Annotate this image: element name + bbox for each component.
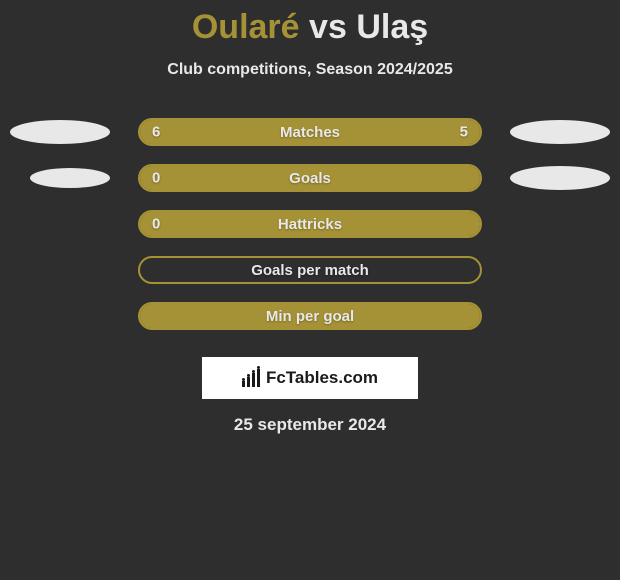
stat-value-left: 0: [152, 216, 160, 233]
player2-indicator: [510, 166, 610, 190]
stat-bar: 0 Goals: [138, 164, 482, 192]
stat-value-left: 0: [152, 170, 160, 187]
stat-bar: 6 5 Matches: [138, 118, 482, 146]
stat-row: 6 5 Matches: [0, 109, 620, 155]
stat-label: Matches: [280, 124, 340, 141]
date: 25 september 2024: [0, 415, 620, 435]
stats-rows: 6 5 Matches 0 Goals 0 Hattricks Goals per match…: [0, 109, 620, 339]
player2-indicator: [510, 120, 610, 144]
stat-row: 0 Hattricks: [0, 201, 620, 247]
comparison-title: Oularé vs Ulaş: [0, 0, 620, 47]
subtitle: Club competitions, Season 2024/2025: [0, 61, 620, 79]
stat-bar: Goals per match: [138, 256, 482, 284]
stat-row: Goals per match: [0, 247, 620, 293]
player1-indicator: [30, 168, 110, 188]
stat-label: Goals: [289, 170, 331, 187]
logo-text: FcTables.com: [266, 368, 378, 388]
player1-indicator: [10, 120, 110, 144]
logo: FcTables.com: [242, 368, 378, 388]
stat-value-right: 5: [460, 124, 468, 141]
player1-name: Oularé: [192, 8, 300, 46]
chart-icon: [242, 369, 262, 387]
stat-row: Min per goal: [0, 293, 620, 339]
stat-label: Min per goal: [266, 308, 354, 325]
stat-label: Goals per match: [251, 262, 369, 279]
stat-label: Hattricks: [278, 216, 342, 233]
stat-row: 0 Goals: [0, 155, 620, 201]
stat-bar: Min per goal: [138, 302, 482, 330]
vs-text: vs: [309, 8, 347, 46]
player2-name: Ulaş: [356, 8, 428, 46]
stat-bar: 0 Hattricks: [138, 210, 482, 238]
logo-box[interactable]: FcTables.com: [202, 357, 418, 399]
stat-value-left: 6: [152, 124, 160, 141]
